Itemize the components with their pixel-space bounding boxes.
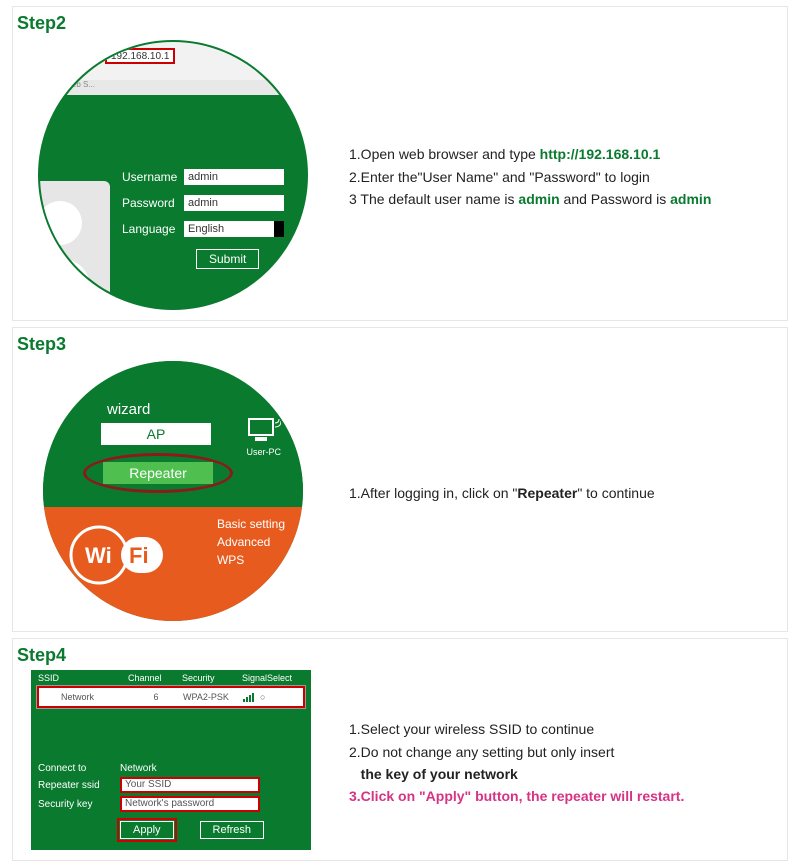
step2-panel: Step2 192.168.10.1 eater Web S... Userna…	[12, 6, 788, 321]
step2-body: 192.168.10.1 eater Web S... Username adm…	[13, 34, 787, 320]
wizard-label: wizard	[107, 401, 150, 418]
step2-line1: 1.Open web browser and type http://192.1…	[349, 143, 771, 165]
row-signal: ○	[243, 692, 299, 702]
language-label: Language	[122, 222, 184, 236]
row-security: WPA2-PSK	[183, 692, 243, 702]
computer-icon: User-PC	[246, 417, 281, 457]
language-row: Language English	[122, 221, 284, 237]
username-input[interactable]: admin	[184, 169, 284, 185]
step4-line1: 1.Select your wireless SSID to continue	[349, 718, 771, 740]
col-channel: Channel	[128, 673, 182, 683]
step2-title: Step2	[13, 7, 787, 34]
wps-link[interactable]: WPS	[217, 551, 285, 569]
step4-line3: 3.Click on "Apply" button, the repeater …	[349, 785, 771, 807]
ssid-row: Repeater ssid Your SSID	[38, 777, 304, 793]
signal-icon	[243, 693, 254, 702]
password-label: Password	[122, 196, 184, 210]
network-list: Network 6 WPA2-PSK ○	[36, 685, 306, 709]
password-input[interactable]: admin	[184, 195, 284, 211]
network-label: Network	[120, 763, 157, 774]
step3-visual: wizard AP Repeater User-PC Wi Fi	[13, 355, 333, 631]
submit-button[interactable]: Submit	[196, 249, 259, 269]
repeater-form: Connect to Network Repeater ssid Your SS…	[32, 759, 310, 849]
key-row: Security key Network's password	[38, 796, 304, 812]
step2-circle: 192.168.10.1 eater Web S... Username adm…	[38, 40, 308, 310]
step2-visual: 192.168.10.1 eater Web S... Username adm…	[13, 34, 333, 320]
step4-panel: Step4 SSID Channel Security SignalSelect…	[12, 638, 788, 861]
step2-instructions: 1.Open web browser and type http://192.1…	[333, 143, 787, 210]
wifi-icon: Wi Fi	[69, 525, 169, 590]
radio-icon[interactable]: ○	[260, 692, 265, 702]
ap-button[interactable]: AP	[101, 423, 211, 445]
step4-title: Step4	[13, 639, 787, 666]
step4-line2b: the key of your network	[349, 763, 771, 785]
row-ssid: Network	[43, 692, 129, 702]
repeater-button[interactable]: Repeater	[103, 462, 213, 484]
step4-body: SSID Channel Security SignalSelect Netwo…	[13, 666, 787, 860]
repeater-highlight: Repeater	[83, 453, 233, 493]
step3-panel: Step3 wizard AP Repeater User-PC Wi	[12, 327, 788, 632]
network-table-header: SSID Channel Security SignalSelect	[32, 671, 310, 685]
username-label: Username	[122, 170, 184, 184]
col-security: Security	[182, 673, 242, 683]
row-channel: 6	[129, 692, 183, 702]
url-box[interactable]: 192.168.10.1	[105, 48, 175, 64]
advanced-link[interactable]: Advanced	[217, 533, 285, 551]
key-label: Security key	[38, 799, 120, 810]
password-row: Password admin	[122, 195, 284, 211]
svg-text:Fi: Fi	[129, 543, 149, 568]
network-row[interactable]: Network 6 WPA2-PSK ○	[37, 686, 305, 708]
login-area: Username admin Password admin Language E…	[40, 95, 306, 308]
connect-to-label: Connect to	[38, 763, 120, 774]
step4-line2a: 2.Do not change any setting but only ins…	[349, 741, 771, 763]
step3-body: wizard AP Repeater User-PC Wi Fi	[13, 355, 787, 631]
step3-line1: 1.After logging in, click on "Repeater" …	[349, 482, 771, 504]
wifi-links: Basic setting Advanced WPS	[217, 515, 285, 569]
form-buttons: Apply Refresh	[38, 815, 304, 847]
step3-title: Step3	[13, 328, 787, 355]
ssid-input[interactable]: Your SSID	[120, 777, 260, 793]
step3-circle: wizard AP Repeater User-PC Wi Fi	[43, 361, 303, 621]
basic-setting-link[interactable]: Basic setting	[217, 515, 285, 533]
apply-button[interactable]: Apply	[120, 821, 174, 839]
connect-to-row: Connect to Network	[38, 763, 304, 774]
col-signal: SignalSelect	[242, 673, 304, 683]
ssid-label: Repeater ssid	[38, 780, 120, 791]
step2-line3: 3 The default user name is admin and Pas…	[349, 188, 771, 210]
username-row: Username admin	[122, 169, 284, 185]
step2-line2: 2.Enter the"User Name" and "Password" to…	[349, 166, 771, 188]
step3-instructions: 1.After logging in, click on "Repeater" …	[333, 482, 787, 504]
network-box: SSID Channel Security SignalSelect Netwo…	[31, 670, 311, 850]
wifi-wi-text: Wi	[85, 543, 112, 568]
browser-tab: eater Web S...	[40, 80, 306, 95]
key-input[interactable]: Network's password	[120, 796, 260, 812]
step4-visual: SSID Channel Security SignalSelect Netwo…	[13, 666, 333, 860]
avatar-icon	[38, 181, 110, 301]
col-ssid: SSID	[38, 673, 128, 683]
refresh-button[interactable]: Refresh	[200, 821, 265, 839]
step4-instructions: 1.Select your wireless SSID to continue …	[333, 718, 787, 808]
language-select[interactable]: English	[184, 221, 284, 237]
